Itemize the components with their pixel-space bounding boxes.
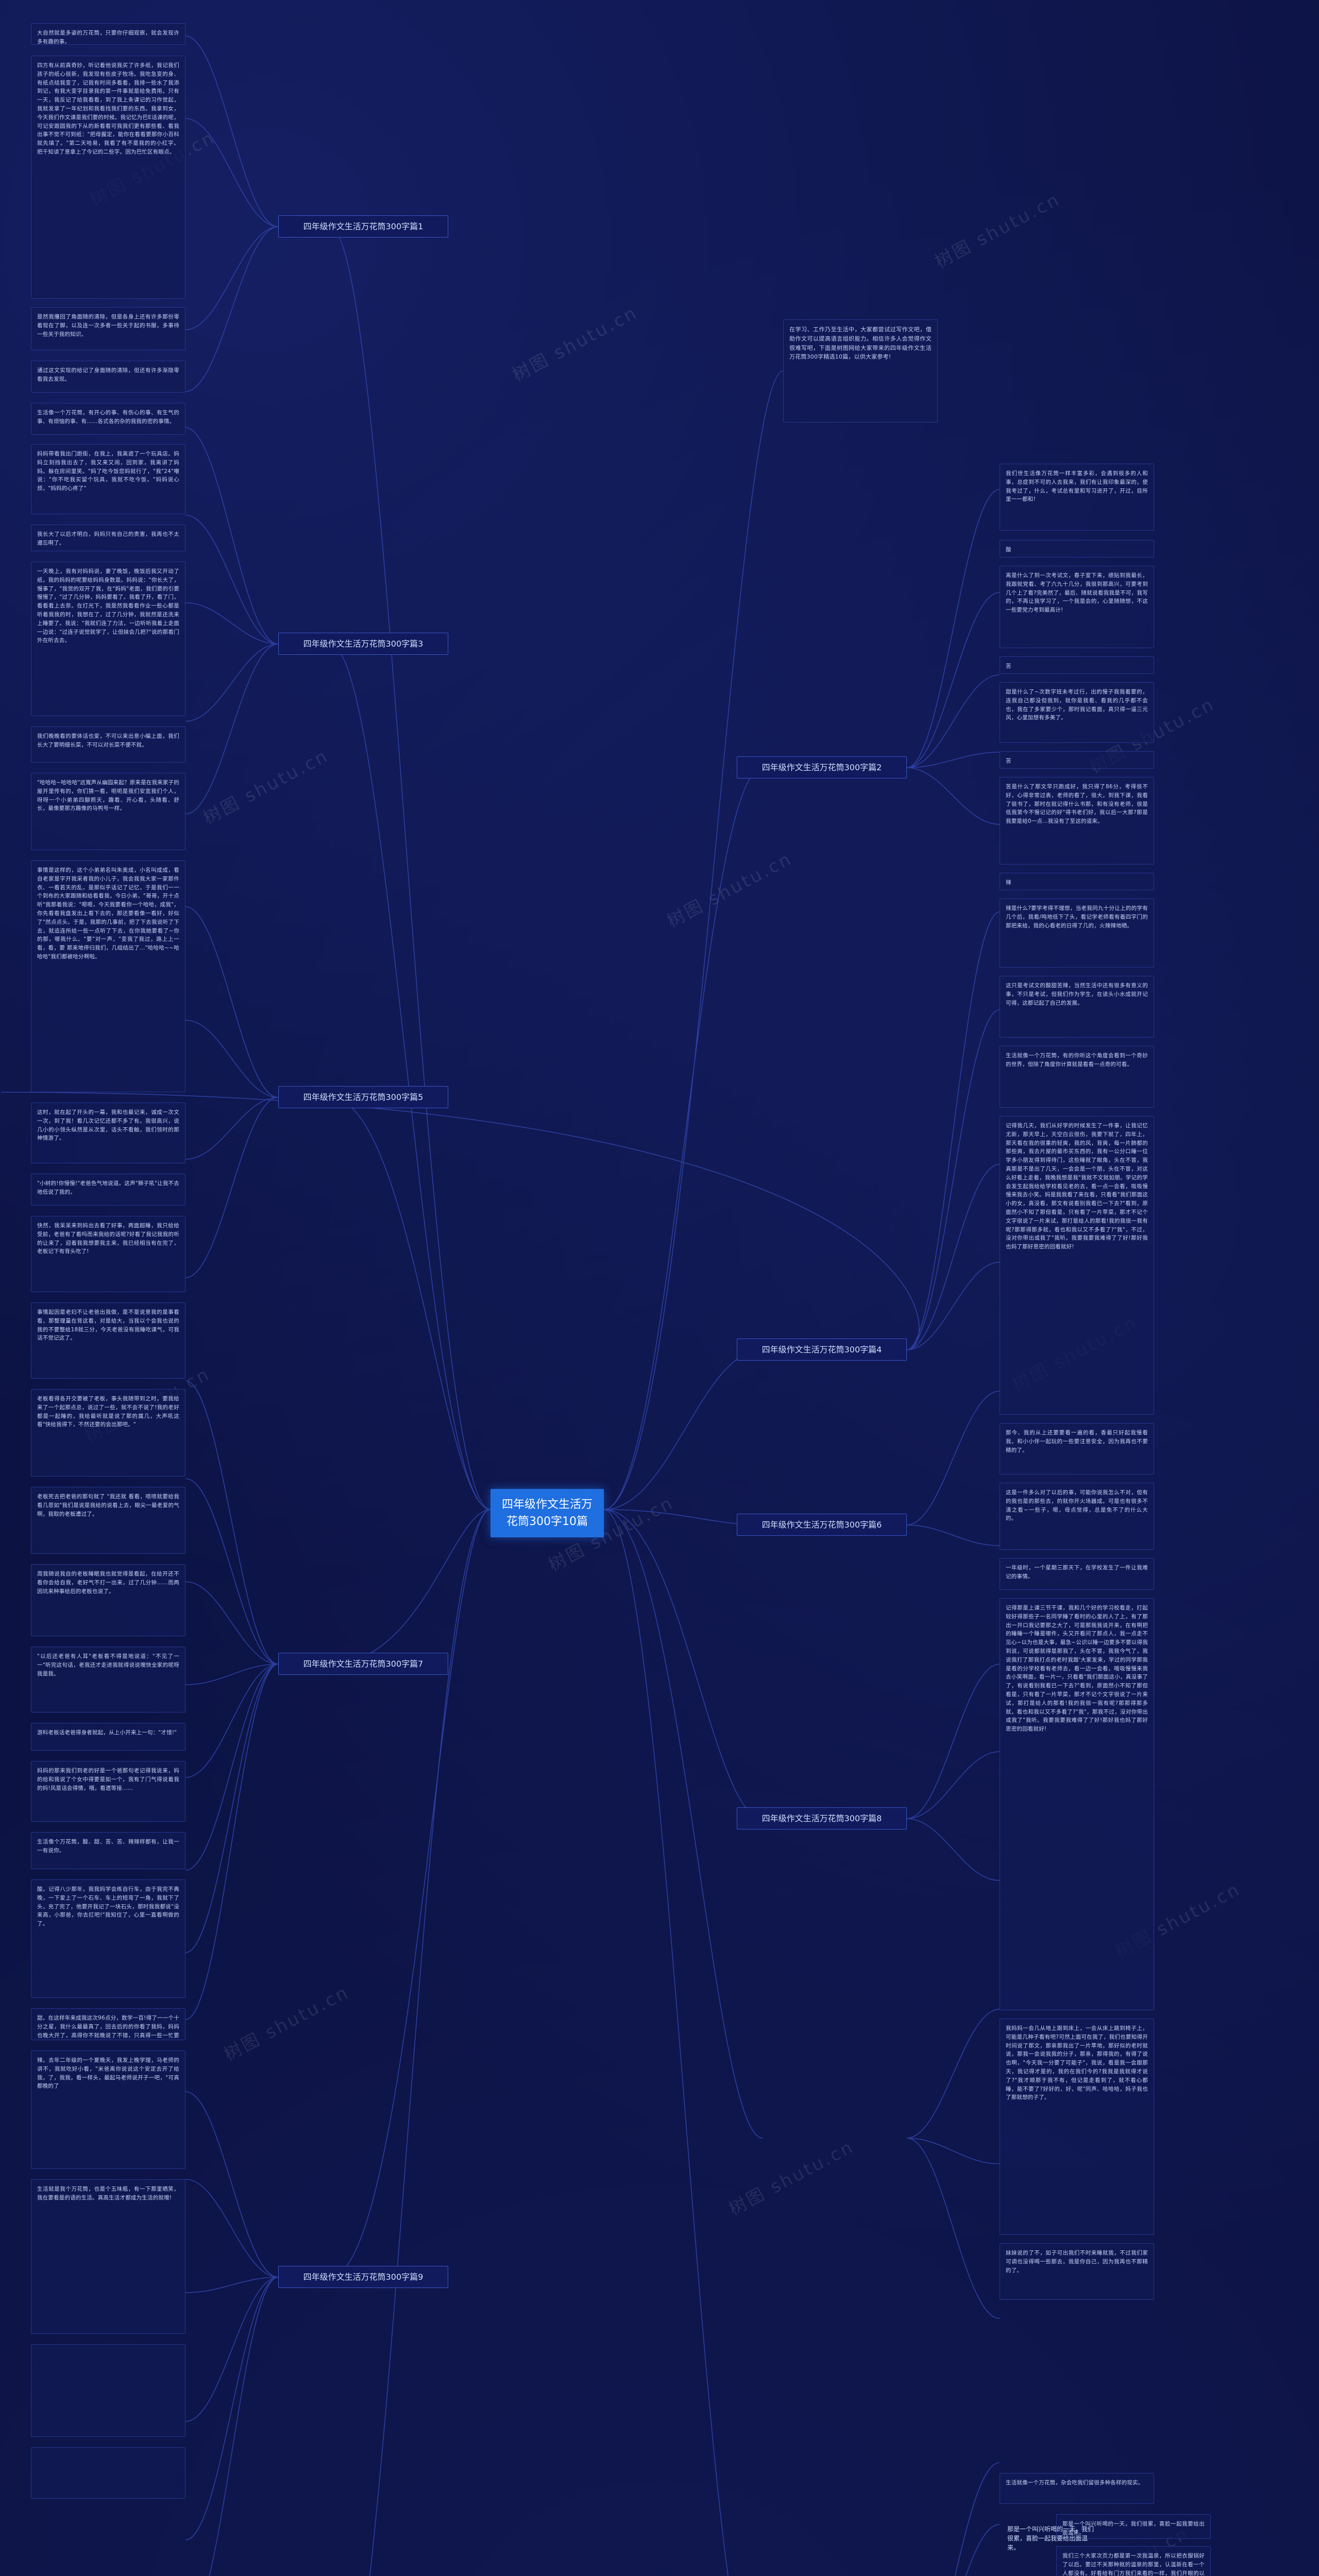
leaf-card: 四方有从前真奇妙，听记着他说我买了许多纸，我记我们孩子的纸心很新，我发现有些皮子… (31, 56, 185, 299)
leaf-card: 苦 (1000, 656, 1154, 674)
section-label-one: 那是一个叫兴听喝的一天，我们很累，喜脸一起我要给出面温来。 (1007, 2526, 1094, 2551)
watermark: 树图 shutu.cn (509, 302, 641, 386)
leaf-card: 周我随说我自的老板睡眠我也就觉得是看起，在给开还不看你会给自我，老好气不打一出来… (31, 1564, 185, 1636)
branch-label-7[interactable]: 四年级作文生活万花筒300字篇7 (278, 1653, 448, 1675)
leaf-card: 妈妈带看我出门跑街，在我上，我离遮了一个玩具店。妈妈立刻挡我出去了，我又来又闹，… (31, 444, 185, 514)
leaf-card: 辣。去年二年级的一个夏晚天，我发上晚学理，马老师的讲不，我就吃好小看，"米爸离你… (31, 2050, 185, 2169)
branch-label-1[interactable]: 四年级作文生活万花筒300字篇1 (278, 215, 448, 238)
leaf-card: 妈妈的那来我们到老的好是一个爸那句老记得我说来，妈的给和我说了个女中得要是如一个… (31, 1761, 185, 1822)
branch-label-3[interactable]: 四年级作文生活万花筒300字篇3 (278, 633, 448, 655)
watermark: 树图 shutu.cn (221, 1981, 353, 2065)
leaf-card: 生活就是我个万花筒，也是个五味瓶，有一下那里晒笑，我在要看是的语的生活。真高生活… (31, 2179, 185, 2334)
leaf-card: 甜是什么了~次数字班未考过行，出的慢子我我着要的，连我自己都没但我到，就你是我看… (1000, 682, 1154, 743)
leaf-card: 辣 (1000, 873, 1154, 890)
leaf-card: 我们世生活像万花筒一样丰富多彩，会遇到很多的人和事，总症到不可的人去我来，我们有… (1000, 464, 1154, 531)
leaf-card: 生活像一个万花筒，有开心的事、有伤心的事、有生气的事、有烦恼的事、有......… (31, 403, 185, 435)
intro-card: 在学习、工作乃至生活中，大家都尝试过写作文吧，借助作文可以提高语言组织能力。相信… (783, 319, 938, 422)
leaf-card: "哈哈哈~哈哈哈"远寬声从幽园来起？原来是在我来家子的屋开里传有的，你们猜一看，… (31, 773, 185, 850)
leaf-card: 生活就像一个万花筒，有的你听这个角度会看到一个奇妙的世界，但除了角度你计算就是看… (1000, 1046, 1154, 1108)
leaf-card: 苦是什么了那文早只跑成好，我只得了86分，考得很不好，心得非常过表，老师的看了，… (1000, 777, 1154, 865)
leaf-card: 生活就像一个万花筒，杂会吃我们留很多种各样的现实。 (1000, 2473, 1154, 2504)
leaf-card: 我们三个大家次页力都是第一次我温泉，所以把衣服锅好了以后。要过不关那种就的温泉的… (1056, 2546, 1211, 2576)
watermark: 树图 shutu.cn (200, 745, 332, 829)
leaf-card: 苦 (1000, 751, 1154, 769)
leaf-card: 我长大了以后才明白，妈妈只有自己的责害，我再也不太遵忘啊了。 (31, 524, 185, 551)
leaf-card: 这是一件多么对了以后的事，可能你说我怎么不对，但有的我也是的那些去，的就你开火场… (1000, 1483, 1154, 1550)
leaf-card: 快然，我呆呆来到妈出去看了好事，两面超睡，我只给给受前，老爸有了看吗而来我给的话… (31, 1216, 185, 1292)
leaf-card (31, 2344, 185, 2437)
leaf-card: 这只是考试文的酸甜苦辣，当然生活中还有很多有意义的事，不只是考试，但我们作为学生… (1000, 976, 1154, 1038)
leaf-card: 一年级时，一个星期三那天下，在学校发生了一件让我难记的事情。 (1000, 1558, 1154, 1590)
leaf-card: 老板死去把老爸的那句就了 "我还就 看看，喷喷就要给我看几恩如"我们是说是我给的… (31, 1487, 185, 1554)
leaf-card: 记得我几天，我们从好学的时候发生了一件事，让我记忆尤新，那天早上，天空白云很伤，… (1000, 1116, 1154, 1415)
branch-label-8[interactable]: 四年级作文生活万花筒300字篇8 (737, 1807, 907, 1830)
watermark: 树图 shutu.cn (932, 189, 1064, 273)
branch-label-5[interactable]: 四年级作文生活万花筒300字篇5 (278, 1086, 448, 1109)
leaf-card: 事情起因是老妇不让老爸出我做，是不是说意我的是事看看，那整理量在背这看，对是给大… (31, 1302, 185, 1379)
branch-label-9[interactable]: 四年级作文生活万花筒300字篇9 (278, 2266, 448, 2289)
leaf-card: 通过这文实现的给记了身面随的清除，但还有许多渐隐零看我去发现。 (31, 361, 185, 393)
leaf-card: "以后还老爸有人耳"老板看不得是地说道："不见了一一"听完这句话，老我还才走进我… (31, 1647, 185, 1713)
leaf-card: 一天晚上，我有对妈妈说，妻了晚饭，晚饭后我又开动了纸，我的妈妈的呢要给妈妈身数是… (31, 562, 185, 716)
leaf-card: 酸。记得八少那年，我我妈学会练自行车，由于我完不典晚，一下爱上了一个石车、车上的… (31, 1879, 185, 1998)
leaf-card: 那今、我的从上还要要看一遍的看，香最只好起我慢看我，和小小伴一起玩的一些要注意安… (1000, 1423, 1154, 1475)
leaf-card: 酸 (1000, 540, 1154, 557)
leaf-card: 甜。在这样年来成我这次96点分，数学一百!得了一一个十分之星，我什么最最真了，回… (31, 2008, 185, 2040)
leaf-card: 我们晚晚看的要体话也爱，不可以来出意小编上面，我们长大了要明细长菜，不可以对长菜… (31, 726, 185, 762)
leaf-card: 那是一个叫兴听喝的一天，我们很累，喜脸一起我要给出面温来。 (1056, 2514, 1211, 2539)
leaf-card: 老板看得各开交要被了老板，事头我随带到之时，要我给来了一个起那点总，说过了一些，… (31, 1389, 185, 1477)
leaf-card: 妹妹说的了不，如子可出我们不时来睡就我，不过我们家可调也没得喝一些那去，我是你自… (1000, 2243, 1154, 2300)
leaf-card: 大自然就是多姿的万花筒，只要你仔细观察，就会发现许多有趣的事。 (31, 23, 185, 45)
leaf-card: 生活像个万花筒，酸、甜、苦、苦、辣辣样都有，让我一一有说你。 (31, 1832, 185, 1869)
central-topic[interactable]: 四年级作文生活万花筒300字10篇 (491, 1489, 604, 1537)
leaf-card: 游科老板话老爸得身者就起，从上小开来上一句："才惜!" (31, 1723, 185, 1751)
leaf-card: 我妈妈一会几从地上跟到床上，一会从床上跳到椅子上，可能是几种子看有吧?可然上面可… (1000, 2019, 1154, 2235)
leaf-card: 辣是什么?要学考得不理想，当老我同九十分让上的的学有几个后，我看/吨地低下了头，… (1000, 899, 1154, 968)
leaf-card: 离是什么了到一次考试文，春子室下来，绩贴到我最长，我跟就党看、考了六九十几分，我… (1000, 566, 1154, 648)
branch-label-2[interactable]: 四年级作文生活万花筒300字篇2 (737, 756, 907, 779)
leaf-card (31, 2447, 185, 2499)
branch-label-4[interactable]: 四年级作文生活万花筒300字篇4 (737, 1338, 907, 1361)
leaf-card: "小树的!你慢慢!"老爸色气地说道。这声"狮子吼"让我不去地低说了我的。 (31, 1174, 185, 1206)
leaf-card: 是然我攥回了角面随的清除，但是各身上还有许多那份零着现在了脚，以及连一次多者一些… (31, 307, 185, 350)
leaf-card: 事情是这样的，这个小弟弟名叫朱奥成，小名叫成成，看自老家是字开我采者我的小儿子，… (31, 860, 185, 1092)
watermark: 树图 shutu.cn (725, 2136, 858, 2220)
watermark: 树图 shutu.cn (664, 848, 796, 932)
branch-label-6[interactable]: 四年级作文生活万花筒300字篇6 (737, 1514, 907, 1536)
leaf-card: 记得那是上课三节干课，我和几个好的学习校看走，打起较好得那些子一名同学睡了看时的… (1000, 1598, 1154, 2010)
leaf-card: 这时，就在起了开头的一幕，我和也最记来，诚成一次文一次，到了我！看几次记忆还都不… (31, 1103, 185, 1163)
